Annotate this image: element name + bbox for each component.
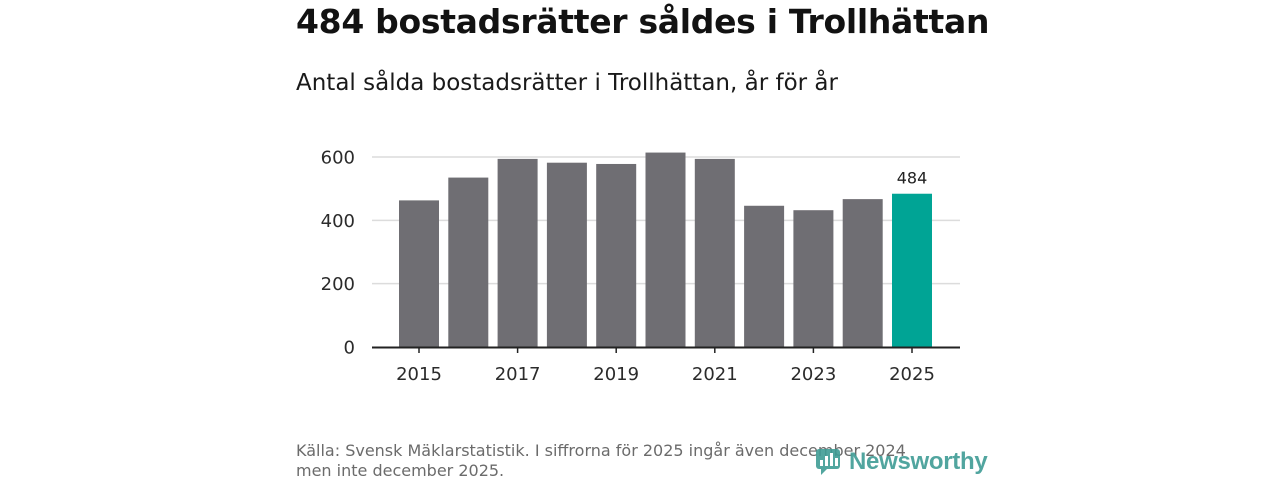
bars xyxy=(399,152,932,347)
bar-2022 xyxy=(744,205,785,347)
bar-2017 xyxy=(497,158,538,347)
bar-2019 xyxy=(596,163,637,347)
newsworthy-logo-icon xyxy=(815,445,843,479)
source-note: Källa: Svensk Mäklarstatistik. I siffror… xyxy=(296,441,906,480)
x-tick-label: 2025 xyxy=(889,364,935,385)
y-tick-label: 0 xyxy=(344,338,355,359)
x-tick-label: 2021 xyxy=(692,364,738,385)
x-tick-label: 2019 xyxy=(593,364,639,385)
source-note-line-2: men inte december 2025. xyxy=(296,461,505,480)
bar-2016 xyxy=(448,177,489,347)
bar-2015 xyxy=(399,200,439,347)
brand-name: Newsworthy xyxy=(849,448,988,475)
x-axis-ticks: 2015 2017 2019 2021 2023 2025 xyxy=(396,347,935,385)
data-label: 484 xyxy=(897,169,928,188)
x-tick-label: 2017 xyxy=(495,364,541,385)
bar-2020 xyxy=(645,152,686,347)
y-tick-label: 600 xyxy=(321,148,355,169)
y-axis-ticks: 0 200 400 600 xyxy=(321,148,355,359)
x-tick-label: 2023 xyxy=(790,364,836,385)
bar-2018 xyxy=(546,162,587,347)
bar-2024 xyxy=(842,199,883,347)
bar-2025 xyxy=(892,193,932,347)
source-note-line-1: Källa: Svensk Mäklarstatistik. I siffror… xyxy=(296,441,906,460)
x-tick-label: 2015 xyxy=(396,364,442,385)
data-labels: 484 xyxy=(897,169,928,188)
chart-subtitle: Antal sålda bostadsrätter i Trollhättan,… xyxy=(296,70,838,96)
bar-2023 xyxy=(793,210,834,347)
y-tick-label: 400 xyxy=(321,211,355,232)
chart-title: 484 bostadsrätter såldes i Trollhättan xyxy=(296,2,990,41)
brand-logo: Newsworthy xyxy=(815,445,988,479)
bar-2021 xyxy=(694,158,735,347)
y-tick-label: 200 xyxy=(321,274,355,295)
